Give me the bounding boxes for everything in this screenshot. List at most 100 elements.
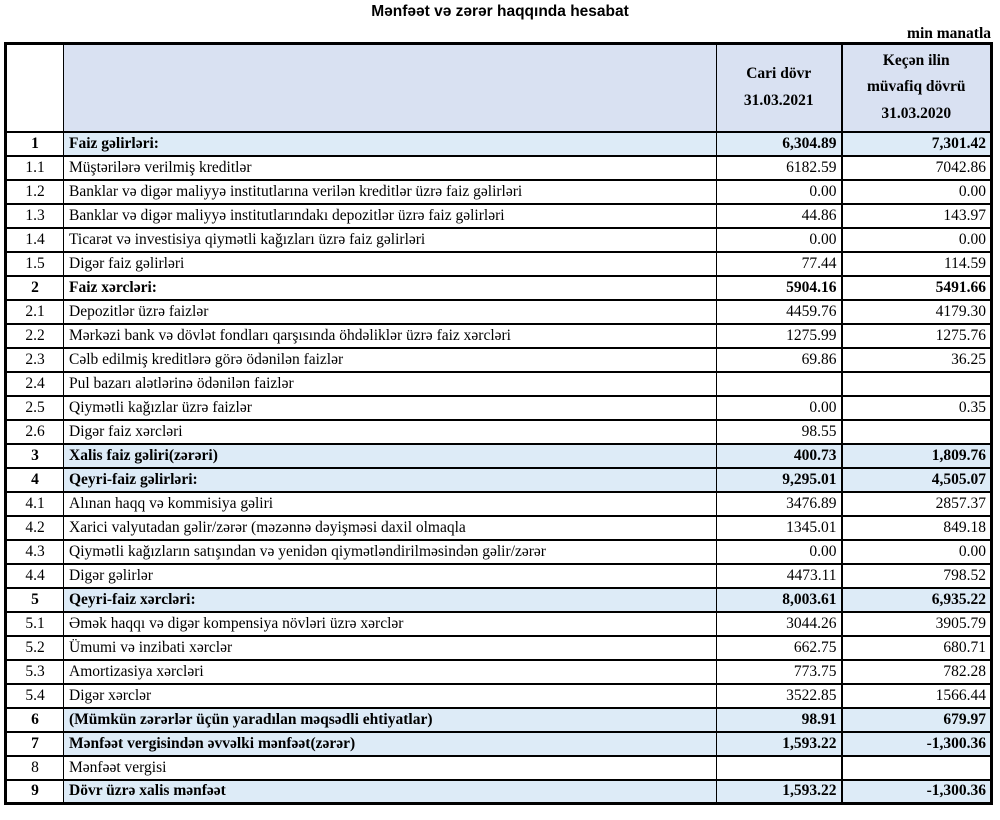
description-cell: Qiymətli kağızların satışından və yenidə… [63,538,717,565]
description-cell: Depozitlər üzrə faizlər [63,298,717,325]
current-value-cell: 662.75 [716,634,842,661]
description-cell: Pul bazarı alətlərinə ödənilən faizlər [63,370,717,397]
table-row: 2 Faiz xərcləri: 5904.16 5491.66 [5,274,992,301]
previous-value-cell: 36.25 [840,346,992,373]
previous-value-cell: 0.00 [840,226,992,253]
header-current-period: Cari dövr 31.03.2021 [716,42,842,133]
row-number-cell: 1 [5,130,64,157]
description-cell: Digər gəlirlər [63,562,717,589]
table-row: 2.5 Qiymətli kağızlar üzrə faizlər 0.00 0.3… [5,394,992,421]
current-value-cell: 3476.89 [716,490,842,517]
previous-value-cell: 680.71 [840,634,992,661]
row-number-cell: 1.5 [5,250,64,277]
description-cell: Banklar və digər maliyyə institutlarına … [63,178,717,205]
current-value-cell: 0.00 [716,394,842,421]
description-cell: Qeyri-faiz xərcləri: [63,586,717,613]
table-row: 1 Faiz gəlirləri: 6,304.89 7,301.42 [5,130,992,157]
current-value-cell: 98.91 [716,706,842,733]
profit-loss-table: Cari dövr 31.03.2021 Keçən ilin müvafiq … [4,42,993,805]
previous-value-cell: 782.28 [840,658,992,685]
table-row: 6 (Mümkün zərərlər üçün yaradılan məqsədl… [5,706,992,733]
current-value-cell: 3522.85 [716,682,842,709]
current-value-cell: 6,304.89 [716,130,842,157]
page-title: Mənfəət və zərər haqqında hesabat [371,3,629,20]
description-cell: Mərkəzi bank və dövlət fondları qarşısın… [63,322,717,349]
row-number-cell: 2.6 [5,418,64,445]
row-number-cell: 1.4 [5,226,64,253]
description-cell: Mənfəət vergisindən əvvəlki mənfəət(zərə… [63,730,717,757]
table-row: 2.3 Cəlb edilmiş kreditlərə görə ödənilən… [5,346,992,373]
current-value-cell: 9,295.01 [716,466,842,493]
current-value-cell: 4459.76 [716,298,842,325]
table-row: 4.3 Qiymətli kağızların satışından və yen… [5,538,992,565]
description-cell: Qeyri-faiz gəlirləri: [63,466,717,493]
row-number-cell: 5.2 [5,634,64,661]
description-cell: Xalis faiz gəliri(zərəri) [63,442,717,469]
row-number-cell: 2 [5,274,64,301]
description-cell: Banklar və digər maliyyə institutlarında… [63,202,717,229]
table-row: 5.3 Amortizasiya xərcləri 773.75 782.28 [5,658,992,685]
previous-value-cell: 4179.30 [840,298,992,325]
previous-value-cell: 798.52 [840,562,992,589]
row-number-cell: 7 [5,730,64,757]
description-cell: Ticarət və investisiya qiymətli kağızlar… [63,226,717,253]
current-value-cell: 0.00 [716,226,842,253]
description-cell: (Mümkün zərərlər üçün yaradılan məqsədli… [63,706,717,733]
unit-label: min manatla [907,25,991,42]
current-value-cell [716,370,842,397]
description-cell: Digər xərclər [63,682,717,709]
previous-value-cell: 849.18 [840,514,992,541]
current-value-cell: 6182.59 [716,154,842,181]
previous-value-cell: 7042.86 [840,154,992,181]
row-number-cell: 5.4 [5,682,64,709]
row-number-cell: 1.1 [5,154,64,181]
previous-value-cell: 0.00 [840,178,992,205]
description-cell: Dövr üzrə xalis mənfəət [63,778,717,805]
previous-value-cell: -1,300.36 [840,730,992,757]
previous-value-cell: 0.00 [840,538,992,565]
row-number-cell: 2.1 [5,298,64,325]
row-number-cell: 8 [5,754,64,781]
table-row: 1.1 Müştərilərə verilmiş kreditlər 6182.59… [5,154,992,181]
table-row: 8 Mənfəət vergisi [5,754,992,781]
current-value-cell: 400.73 [716,442,842,469]
previous-value-cell: 143.97 [840,202,992,229]
current-value-cell: 77.44 [716,250,842,277]
description-cell: Digər faiz xərcləri [63,418,717,445]
description-cell: Faiz xərcləri: [63,274,717,301]
description-cell: Mənfəət vergisi [63,754,717,781]
previous-value-cell: 1275.76 [840,322,992,349]
table-row: 4.2 Xarici valyutadan gəlir/zərər (məzənn… [5,514,992,541]
row-number-cell: 2.2 [5,322,64,349]
row-number-cell: 4.4 [5,562,64,589]
current-value-cell: 4473.11 [716,562,842,589]
row-number-cell: 1.3 [5,202,64,229]
table-row: 4 Qeyri-faiz gəlirləri: 9,295.01 4,505.07 [5,466,992,493]
previous-value-cell [840,754,992,781]
previous-value-cell: 114.59 [840,250,992,277]
row-number-cell: 4.3 [5,538,64,565]
current-value-cell: 5904.16 [716,274,842,301]
row-number-cell: 6 [5,706,64,733]
table-row: 2.2 Mərkəzi bank və dövlət fondları qarşı… [5,322,992,349]
row-number-cell: 4.1 [5,490,64,517]
previous-value-cell: 2857.37 [840,490,992,517]
current-value-cell: 0.00 [716,538,842,565]
table-row: 2.1 Depozitlər üzrə faizlər 4459.76 4179.30 [5,298,992,325]
previous-value-cell [840,370,992,397]
current-value-cell: 98.55 [716,418,842,445]
current-value-cell: 1,593.22 [716,730,842,757]
description-cell: Qiymətli kağızlar üzrə faizlər [63,394,717,421]
table-row: 2.4 Pul bazarı alətlərinə ödənilən faizlə… [5,370,992,397]
header-number-column [5,42,64,133]
header-row: Cari dövr 31.03.2021 Keçən ilin müvafiq … [5,42,992,133]
current-value-cell: 3044.26 [716,610,842,637]
previous-value-cell: 6,935.22 [840,586,992,613]
header-previous-period: Keçən ilin müvafiq dövrü 31.03.2020 [840,42,992,133]
previous-value-cell: 4,505.07 [840,466,992,493]
previous-value-cell: -1,300.36 [840,778,992,805]
table-row: 1.5 Digər faiz gəlirləri 77.44 114.59 [5,250,992,277]
header-description-column [63,42,717,133]
description-cell: Ümumi və inzibati xərclər [63,634,717,661]
